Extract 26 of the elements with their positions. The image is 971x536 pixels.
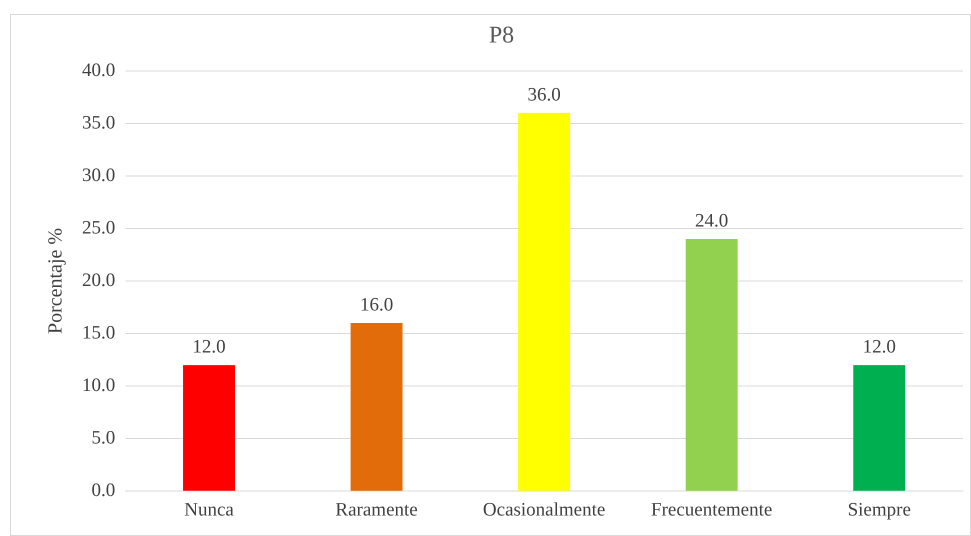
- bar: [686, 238, 738, 491]
- y-tick-label: 30.0: [82, 164, 116, 186]
- y-tick-label: 20.0: [82, 270, 116, 291]
- x-tick-label: Ocasionalmente: [482, 500, 606, 521]
- bar: [183, 365, 235, 491]
- y-tick-label: 35.0: [82, 112, 116, 134]
- x-tick-label: Siempre: [848, 500, 911, 521]
- y-tick-label: 5.0: [92, 428, 116, 449]
- y-tick-label: 0.0: [92, 480, 116, 502]
- chart-title: P8: [488, 22, 514, 49]
- x-tick-label: Raramente: [335, 500, 418, 521]
- y-tick-label: 25.0: [82, 217, 116, 238]
- y-axis-title: Porcentaje %: [44, 228, 66, 334]
- x-tick-label: Nunca: [184, 500, 234, 521]
- data-label: 16.0: [360, 294, 394, 316]
- y-tick-label: 15.0: [82, 322, 116, 344]
- bar: [350, 323, 403, 491]
- bar: [518, 112, 570, 491]
- data-label: 12.0: [192, 336, 226, 358]
- y-tick-label: 10.0: [82, 375, 116, 396]
- data-label: 12.0: [862, 336, 896, 358]
- bar: [853, 365, 906, 491]
- y-tick-label: 40.0: [82, 60, 116, 81]
- data-label: 36.0: [528, 84, 561, 106]
- data-label: 24.0: [695, 210, 728, 232]
- x-tick-label: Frecuentemente: [651, 500, 772, 521]
